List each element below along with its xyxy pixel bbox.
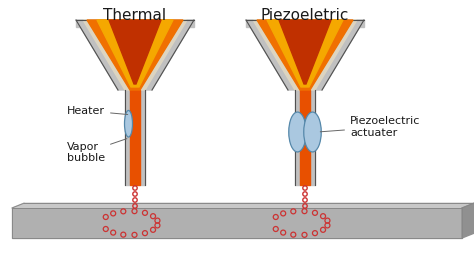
Ellipse shape — [304, 112, 321, 152]
Polygon shape — [310, 90, 315, 185]
Polygon shape — [246, 20, 295, 90]
Polygon shape — [97, 20, 173, 87]
Ellipse shape — [289, 112, 306, 152]
Polygon shape — [12, 203, 474, 208]
Polygon shape — [76, 20, 125, 90]
Text: Vapor
bubble: Vapor bubble — [67, 139, 127, 163]
Polygon shape — [295, 90, 300, 185]
Polygon shape — [300, 90, 310, 185]
Polygon shape — [140, 90, 145, 185]
Text: Piezoeletric: Piezoeletric — [261, 8, 349, 23]
Ellipse shape — [125, 110, 133, 137]
Polygon shape — [257, 20, 353, 90]
Polygon shape — [462, 203, 474, 238]
Polygon shape — [76, 20, 194, 27]
Polygon shape — [246, 20, 364, 27]
Polygon shape — [109, 20, 161, 84]
Polygon shape — [279, 20, 331, 84]
Text: Heater: Heater — [67, 106, 128, 116]
Polygon shape — [125, 90, 130, 185]
Text: Piezoelectric
actuater: Piezoelectric actuater — [320, 116, 420, 138]
Polygon shape — [145, 20, 194, 90]
Polygon shape — [87, 20, 183, 90]
Polygon shape — [83, 20, 187, 90]
Polygon shape — [253, 20, 357, 90]
Polygon shape — [315, 20, 364, 90]
Text: Thermal: Thermal — [103, 8, 166, 23]
Polygon shape — [267, 20, 343, 87]
Polygon shape — [12, 208, 462, 238]
Polygon shape — [130, 90, 140, 185]
